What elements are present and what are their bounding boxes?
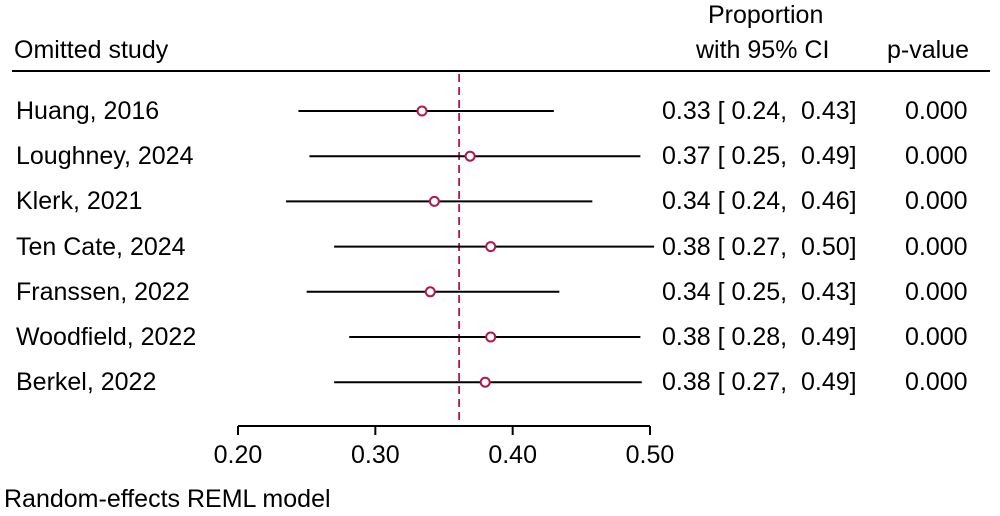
study-label: Woodfield, 2022	[16, 323, 197, 351]
x-tick-label: 0.50	[626, 441, 675, 469]
ci-text: 0.37 [ 0.25, 0.49]	[662, 142, 857, 171]
model-note: Random-effects REML model	[4, 485, 331, 513]
ci-text: 0.38 [ 0.27, 0.50]	[662, 232, 857, 261]
point-estimate	[428, 195, 440, 207]
point-estimate	[464, 150, 476, 162]
p-value-text: 0.000	[905, 323, 968, 351]
x-tick-label: 0.30	[351, 441, 400, 469]
p-value-text: 0.000	[905, 277, 968, 306]
ci-text: 0.34 [ 0.24, 0.46]	[662, 187, 857, 216]
ci-text: 0.38 [ 0.27, 0.49]	[662, 368, 857, 397]
study-label: Klerk, 2021	[16, 187, 143, 216]
ci-text: 0.38 [ 0.28, 0.49]	[662, 323, 857, 351]
study-label: Loughney, 2024	[16, 142, 194, 171]
p-value-text: 0.000	[905, 187, 968, 216]
study-label: Franssen, 2022	[16, 277, 190, 306]
p-value-text: 0.000	[905, 142, 968, 171]
p-value-text: 0.000	[905, 368, 968, 397]
header-ci: with 95% CI	[696, 36, 830, 64]
header-rule	[12, 70, 990, 72]
point-estimate	[479, 376, 491, 388]
study-label: Huang, 2016	[16, 97, 160, 125]
point-estimate	[416, 105, 428, 117]
point-estimate	[424, 286, 436, 298]
point-estimate	[485, 331, 497, 343]
x-tick-label: 0.20	[214, 441, 263, 469]
header-omitted-study: Omitted study	[14, 36, 169, 64]
ci-text: 0.34 [ 0.25, 0.43]	[662, 277, 857, 306]
x-tick-label: 0.40	[488, 441, 537, 469]
p-value-text: 0.000	[905, 232, 968, 261]
header-p-value: p-value	[887, 36, 969, 64]
point-estimate	[485, 241, 497, 253]
study-label: Berkel, 2022	[16, 368, 157, 397]
study-label: Ten Cate, 2024	[16, 232, 186, 261]
header-proportion: Proportion	[708, 1, 824, 29]
ci-text: 0.33 [ 0.24, 0.43]	[662, 97, 857, 125]
p-value-text: 0.000	[905, 97, 968, 125]
